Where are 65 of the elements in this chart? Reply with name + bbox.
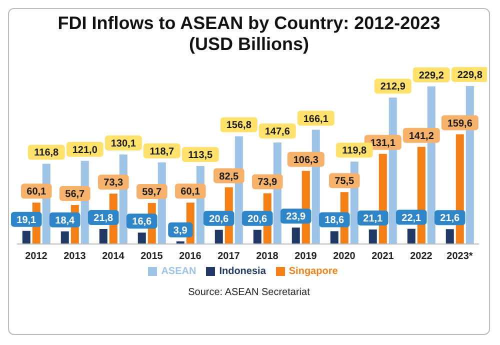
data-label: 18,4: [55, 215, 76, 226]
data-label: 141,2: [408, 130, 434, 142]
data-label: 131,1: [370, 138, 396, 149]
data-label: 130,1: [110, 138, 136, 150]
data-label: 119,8: [342, 146, 368, 157]
x-tick-label: 2016: [179, 251, 202, 262]
x-tick-label: 2022: [410, 251, 433, 262]
data-label: 56,7: [65, 189, 86, 200]
data-label: 73,3: [104, 178, 124, 189]
x-tick-label: 2014: [102, 251, 125, 262]
legend-label: Singapore: [288, 266, 338, 277]
x-tick-label: 2018: [256, 251, 279, 262]
data-label: 20,6: [248, 214, 268, 225]
data-label: 21,6: [440, 213, 460, 224]
bar: [446, 229, 454, 244]
bar: [214, 230, 223, 244]
data-label: 16,6: [132, 216, 152, 228]
bar: [99, 229, 108, 244]
data-label: 60,1: [180, 186, 201, 198]
data-label: 82,5: [219, 171, 240, 182]
x-tick-label: 2021: [372, 251, 394, 262]
x-tick-label: 2013: [64, 251, 86, 262]
data-label: 229,2: [418, 70, 444, 82]
data-label: 60,1: [26, 186, 47, 198]
data-label: 229,8: [457, 70, 483, 82]
legend-label: Indonesia: [219, 266, 266, 277]
data-label: 116,8: [34, 148, 60, 159]
x-tick-label: 2023*: [446, 251, 473, 262]
data-label: 59,7: [142, 186, 162, 198]
source-note: Source: ASEAN Secretariat: [187, 287, 311, 298]
bar: [138, 232, 146, 244]
data-label: 21,1: [363, 213, 384, 224]
bar: [253, 230, 262, 244]
data-label: 212,9: [380, 82, 406, 93]
chart-title: FDI Inflows to ASEAN by Country: 2012-2023: [56, 13, 442, 34]
bar: [22, 230, 30, 244]
data-label: 113,5: [188, 150, 214, 161]
data-label: 23,9: [286, 212, 306, 223]
bar: [292, 228, 300, 244]
legend-label: ASEAN: [161, 266, 196, 277]
data-label: 121,0: [72, 144, 98, 156]
bar: [330, 231, 338, 244]
data-label: 21,8: [94, 213, 114, 224]
data-label: 147,6: [264, 126, 290, 138]
data-label: 159,6: [447, 118, 473, 130]
x-tick-label: 2020: [333, 251, 356, 262]
data-label: 22,1: [402, 212, 422, 224]
data-label: 75,5: [334, 176, 355, 188]
data-label: 156,8: [226, 120, 252, 132]
data-label: 3,9: [173, 225, 188, 236]
data-label: 20,6: [209, 214, 230, 225]
chart-subtitle: (USD Billions): [188, 34, 310, 55]
data-label: 166,1: [303, 114, 329, 125]
bar: [60, 231, 69, 244]
data-label: 18,6: [324, 215, 345, 226]
x-tick-label: 2019: [294, 251, 318, 262]
data-label: 19,1: [16, 214, 37, 226]
x-tick-label: 2012: [25, 251, 48, 262]
bar: [407, 228, 416, 244]
bar: [368, 229, 377, 244]
x-tick-label: 2015: [140, 251, 164, 262]
data-label: 118,7: [150, 146, 175, 158]
data-label: 73,9: [258, 177, 278, 188]
data-label: 106,3: [293, 154, 319, 166]
x-tick-label: 2017: [218, 251, 240, 262]
